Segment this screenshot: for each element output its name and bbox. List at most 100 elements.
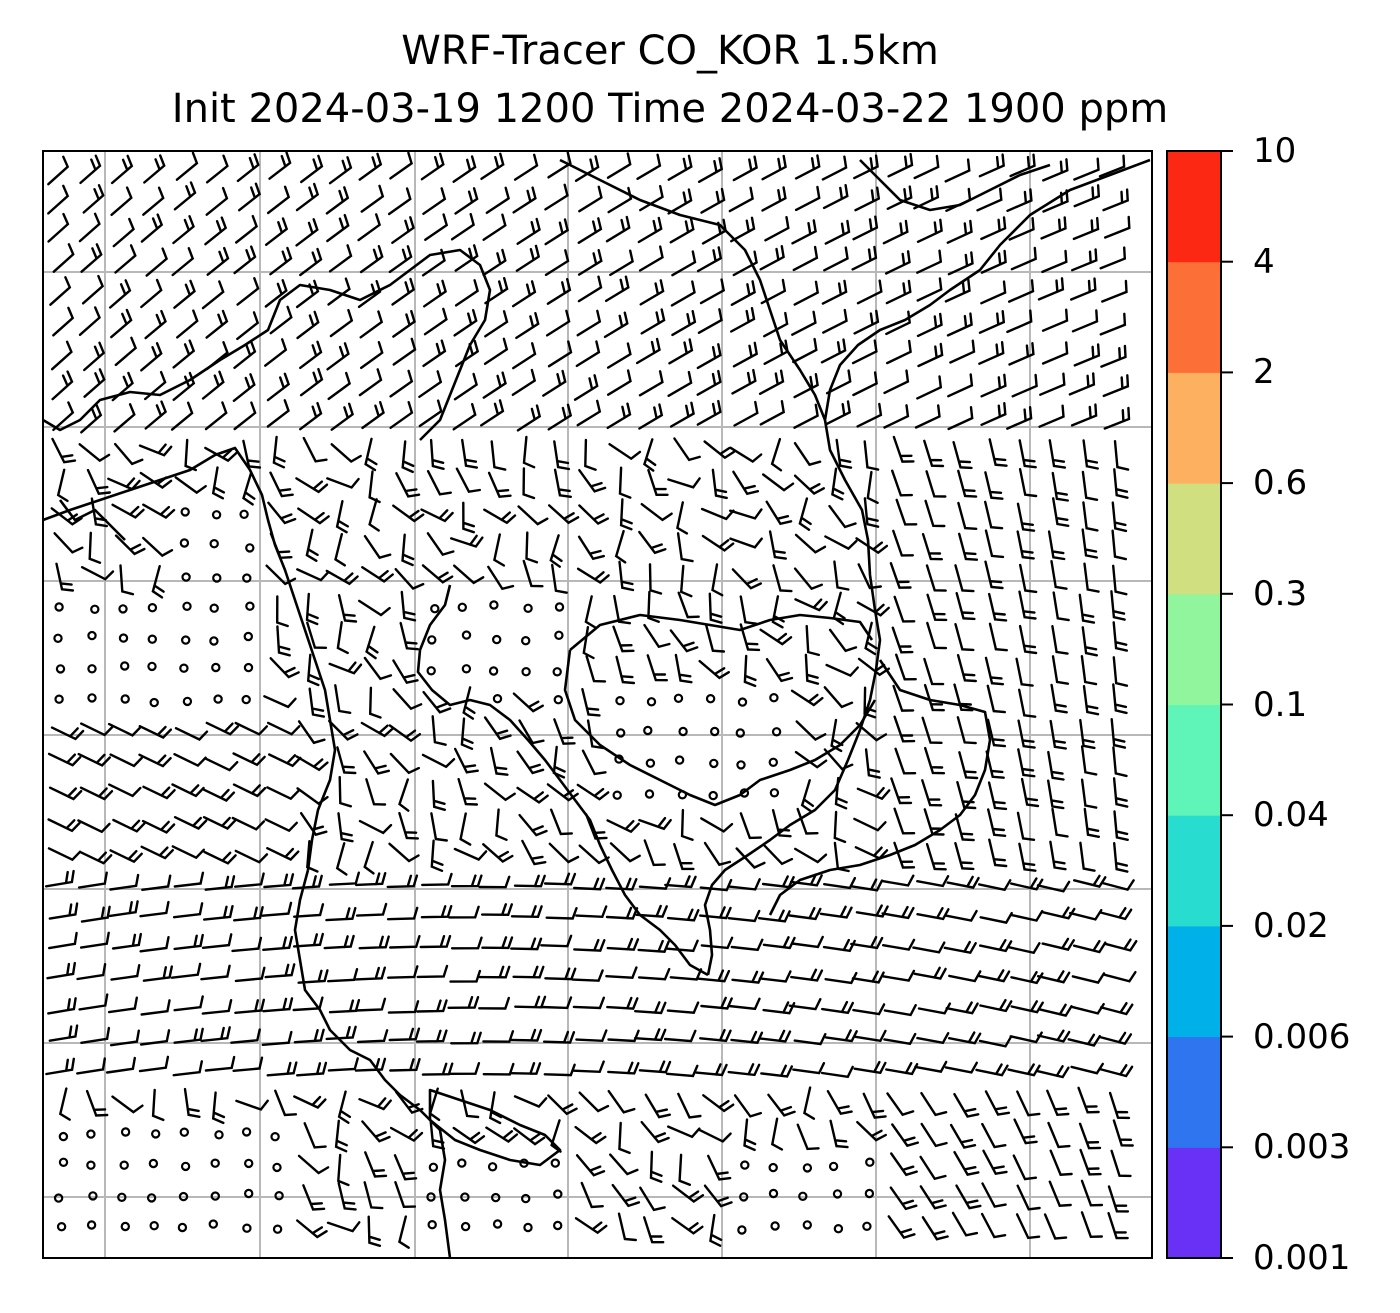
wind-barb	[521, 839, 547, 866]
calm-wind-circle	[491, 1192, 501, 1203]
wind-barb	[824, 1029, 858, 1043]
wind-barb	[328, 719, 359, 741]
wind-barb	[821, 279, 848, 305]
wind-barb	[667, 1125, 701, 1139]
wind-barb	[1112, 746, 1128, 778]
wind-barb	[329, 308, 354, 338]
wind-barb	[544, 249, 570, 277]
wind-barb	[422, 339, 447, 368]
wind-barb	[958, 751, 979, 780]
wind-barb	[944, 1061, 978, 1074]
wind-barb	[1112, 777, 1129, 808]
calm-wind-circle	[735, 728, 746, 738]
wind-barb	[758, 369, 785, 395]
wind-barb	[544, 183, 569, 211]
wind-barb	[663, 1029, 697, 1043]
calm-wind-circle	[550, 1158, 561, 1168]
calm-wind-circle	[147, 603, 158, 613]
wind-barb	[173, 933, 204, 951]
wind-barb	[607, 186, 633, 214]
map-plot-area[interactable]	[42, 150, 1153, 1259]
wind-barb	[328, 661, 363, 675]
wind-barb	[509, 1062, 542, 1075]
wind-barb	[831, 467, 845, 501]
wind-barb	[421, 248, 446, 277]
wind-barb	[546, 783, 579, 802]
wind-barb	[1052, 497, 1070, 527]
wind-barb	[233, 906, 264, 922]
wind-barb	[1070, 1062, 1104, 1075]
calm-wind-circle	[802, 1220, 813, 1230]
wind-barb	[700, 507, 735, 521]
wind-barb	[49, 276, 72, 306]
wind-barb	[83, 341, 106, 372]
wind-barb	[676, 532, 694, 563]
wind-barb	[607, 1089, 636, 1114]
wind-barb	[45, 869, 75, 888]
wind-barb	[739, 623, 761, 652]
wind-barb	[141, 819, 176, 834]
wind-barb	[647, 468, 669, 496]
wind-barb	[1070, 277, 1097, 301]
wind-barb	[697, 308, 723, 334]
calm-wind-circle	[54, 694, 64, 704]
wind-barb	[297, 720, 326, 745]
wind-barb	[1046, 1089, 1070, 1117]
wind-barb	[883, 1004, 917, 1017]
calm-wind-circle	[643, 725, 653, 736]
calm-wind-circle	[739, 788, 750, 798]
calm-wind-circle	[737, 697, 748, 707]
wind-barb	[1111, 529, 1127, 561]
wind-barb	[522, 559, 544, 588]
wind-barb	[1081, 528, 1098, 559]
wind-barb	[398, 778, 410, 812]
wind-barb	[585, 654, 607, 683]
calm-wind-circle	[832, 1189, 843, 1199]
wind-barb	[853, 817, 887, 832]
wind-barb	[1107, 1185, 1130, 1213]
wind-barb	[1011, 373, 1038, 398]
wind-barb	[401, 440, 415, 474]
calm-wind-circle	[53, 633, 63, 644]
wind-barb	[1082, 685, 1100, 716]
wind-barb	[357, 280, 382, 309]
colorbar-tick-label: 0.02	[1253, 905, 1329, 946]
wind-barb	[52, 306, 75, 337]
wind-barb	[420, 152, 445, 181]
wind-barb	[758, 1029, 792, 1043]
wind-barb	[825, 369, 852, 395]
wind-barb	[261, 1030, 293, 1046]
wind-barb	[204, 446, 238, 463]
wind-barb	[677, 1092, 702, 1119]
wind-barb	[1047, 750, 1065, 781]
wind-barb	[85, 1089, 109, 1117]
calm-wind-circle	[87, 630, 97, 641]
wind-barb	[946, 312, 973, 337]
calm-wind-circle	[118, 604, 128, 614]
wind-barb	[139, 1029, 171, 1046]
wind-barb	[482, 371, 507, 399]
wind-barb	[51, 437, 77, 464]
wind-barb	[639, 185, 664, 212]
wind-barb	[669, 217, 695, 244]
wind-barb	[330, 402, 355, 431]
calm-wind-circle	[554, 630, 564, 641]
wind-barb	[988, 838, 1008, 868]
wind-barb	[1099, 1002, 1134, 1016]
wind-barb	[883, 369, 910, 395]
wind-barb	[392, 659, 419, 685]
wind-barb	[1051, 471, 1069, 502]
colorbar-tick-label: 4	[1253, 241, 1275, 282]
wind-barb	[415, 1029, 448, 1043]
wind-barb	[1039, 1003, 1073, 1017]
wind-barb	[640, 308, 666, 335]
wind-barb	[295, 755, 329, 772]
wind-barb	[550, 1119, 562, 1153]
wind-barb	[173, 995, 204, 1012]
wind-barb	[833, 841, 850, 873]
wind-barb	[453, 372, 478, 401]
wind-barb	[488, 1091, 503, 1125]
wind-barb	[822, 184, 849, 210]
wind-barb	[450, 936, 483, 950]
wind-barb	[953, 683, 974, 712]
